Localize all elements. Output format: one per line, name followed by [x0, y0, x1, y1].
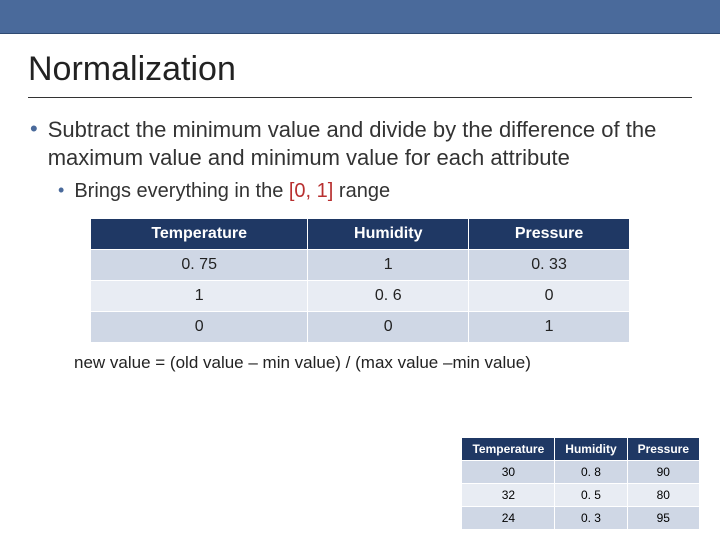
- small-cell: 95: [627, 507, 699, 530]
- sub-bullet-text: Brings everything in the [0, 1] range: [74, 178, 390, 204]
- main-cell: 0: [308, 312, 469, 343]
- formula-text: new value = (old value – min value) / (m…: [74, 353, 692, 373]
- page-title: Normalization: [28, 50, 692, 89]
- normalized-table: Temperature Humidity Pressure 0. 75 1 0.…: [90, 218, 630, 343]
- main-cell: 0: [469, 281, 630, 312]
- slide-content: Normalization • Subtract the minimum val…: [0, 34, 720, 373]
- bullet-main-text: Subtract the minimum value and divide by…: [48, 116, 692, 172]
- bullet-dot-icon: •: [30, 116, 38, 142]
- table-row: 0. 75 1 0. 33: [91, 250, 630, 281]
- main-cell: 0. 6: [308, 281, 469, 312]
- sub-bullet-range: [0, 1]: [289, 180, 333, 202]
- small-cell: 32: [462, 484, 555, 507]
- bullet-main-row: • Subtract the minimum value and divide …: [28, 116, 692, 172]
- top-stripe: [0, 0, 720, 34]
- small-cell: 80: [627, 484, 699, 507]
- main-cell: 1: [91, 281, 308, 312]
- small-cell: 0. 3: [555, 507, 627, 530]
- small-col-0: Temperature: [462, 438, 555, 461]
- main-col-2: Pressure: [469, 219, 630, 250]
- small-cell: 24: [462, 507, 555, 530]
- table-row: 32 0. 5 80: [462, 484, 700, 507]
- small-col-1: Humidity: [555, 438, 627, 461]
- main-col-1: Humidity: [308, 219, 469, 250]
- main-cell: 1: [308, 250, 469, 281]
- small-cell: 0. 8: [555, 461, 627, 484]
- small-cell: 30: [462, 461, 555, 484]
- table-row: 24 0. 3 95: [462, 507, 700, 530]
- title-rule: [28, 97, 692, 98]
- main-cell: 0. 33: [469, 250, 630, 281]
- sub-bullet-suffix: range: [333, 180, 390, 202]
- sub-bullet-prefix: Brings everything in the: [74, 180, 289, 202]
- sub-bullet-dot-icon: •: [58, 178, 64, 202]
- small-cell: 90: [627, 461, 699, 484]
- main-col-0: Temperature: [91, 219, 308, 250]
- sub-bullet-row: • Brings everything in the [0, 1] range: [58, 178, 692, 204]
- small-cell: 0. 5: [555, 484, 627, 507]
- table-row: 1 0. 6 0: [91, 281, 630, 312]
- original-table-wrap: Temperature Humidity Pressure 30 0. 8 90…: [461, 437, 700, 530]
- main-cell: 0. 75: [91, 250, 308, 281]
- main-cell: 0: [91, 312, 308, 343]
- small-col-2: Pressure: [627, 438, 699, 461]
- original-table: Temperature Humidity Pressure 30 0. 8 90…: [461, 437, 700, 530]
- main-cell: 1: [469, 312, 630, 343]
- table-row: 0 0 1: [91, 312, 630, 343]
- table-row: 30 0. 8 90: [462, 461, 700, 484]
